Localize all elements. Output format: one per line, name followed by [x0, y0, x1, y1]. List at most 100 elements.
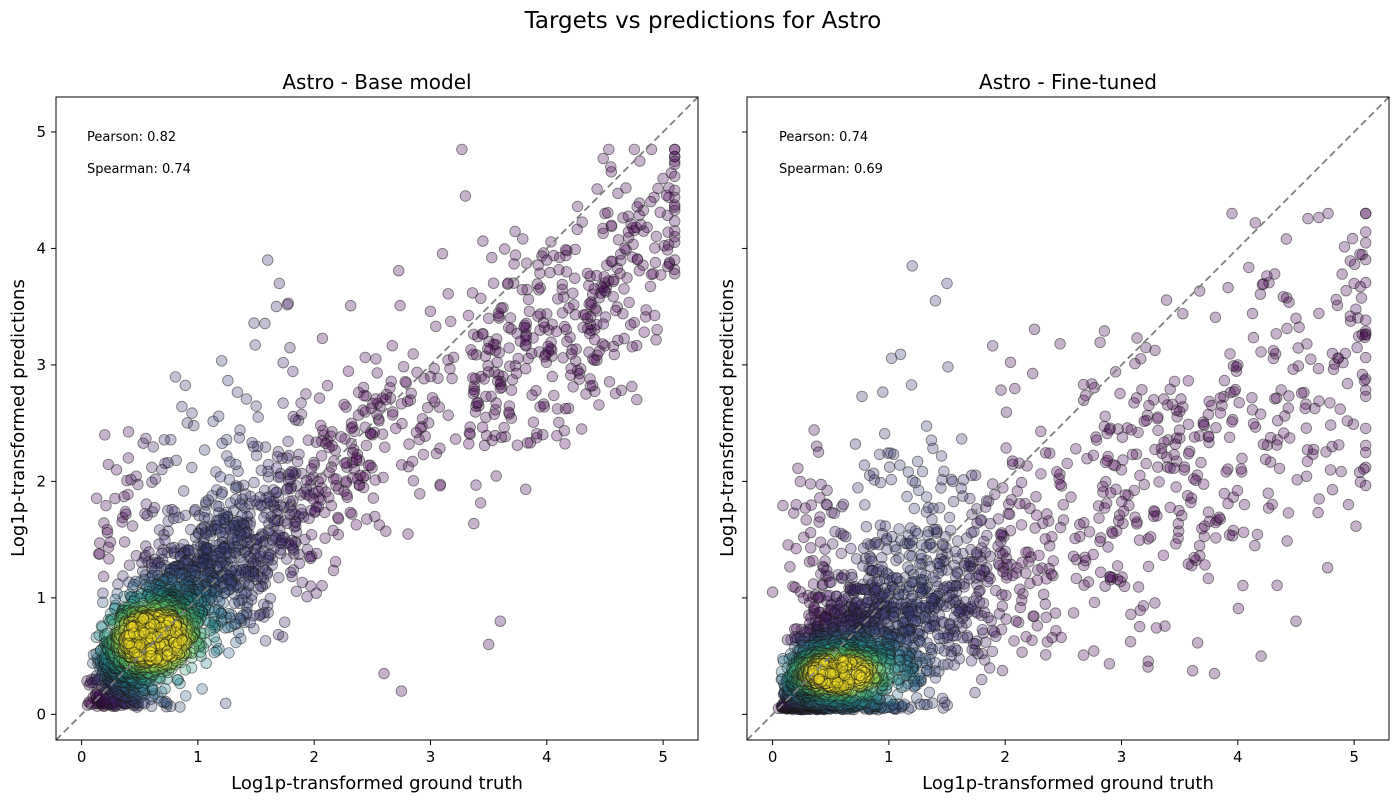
data-point [625, 319, 637, 331]
data-point [941, 277, 953, 290]
data-point [1134, 469, 1146, 482]
data-point [523, 305, 536, 318]
data-point [1069, 532, 1081, 545]
data-point [520, 483, 532, 496]
data-point [198, 511, 211, 524]
data-point [649, 242, 661, 254]
data-point [1273, 462, 1286, 475]
data-point [1149, 597, 1161, 609]
data-point [649, 309, 661, 322]
data-point [130, 470, 142, 482]
data-point [987, 340, 999, 352]
data-point [1300, 398, 1312, 410]
data-point [1175, 393, 1187, 405]
data-point [371, 367, 383, 379]
data-point [593, 399, 605, 411]
data-point [122, 426, 135, 438]
data-point [615, 248, 627, 260]
data-point [587, 353, 599, 365]
data-point [212, 410, 225, 422]
data-point [1131, 518, 1143, 530]
data-point [1208, 667, 1221, 680]
data-point [281, 299, 294, 311]
data-point [258, 598, 270, 611]
data-point [1359, 422, 1372, 435]
data-point [488, 408, 501, 420]
scatter-points [81, 143, 681, 713]
data-point [1077, 378, 1090, 391]
data-point [1321, 562, 1334, 574]
data-point [1202, 572, 1215, 585]
data-point [521, 283, 533, 296]
data-point [1261, 439, 1274, 451]
data-point [906, 260, 918, 272]
data-point [658, 239, 671, 252]
data-point [578, 309, 590, 321]
data-point [1015, 519, 1028, 531]
data-point [1099, 456, 1112, 469]
data-point [140, 432, 152, 445]
data-point [1159, 620, 1171, 632]
data-point [1039, 598, 1052, 610]
data-point [1170, 404, 1183, 417]
data-point [97, 596, 109, 609]
data-point [1282, 507, 1295, 519]
data-point [1119, 489, 1132, 501]
data-point [109, 593, 122, 606]
data-point [284, 342, 296, 354]
data-point [1327, 363, 1340, 376]
data-point [181, 417, 194, 429]
y-axis-label: Log1p-transformed predictions [8, 279, 29, 557]
data-point [1053, 473, 1065, 485]
data-point [566, 343, 578, 356]
data-point [339, 457, 351, 470]
data-point [1222, 498, 1234, 510]
data-point [213, 500, 225, 513]
data-point [445, 315, 457, 328]
data-point [650, 230, 663, 243]
data-point [1061, 457, 1073, 470]
data-point [506, 374, 519, 386]
data-point [660, 189, 673, 202]
data-point [601, 259, 613, 272]
data-point [1199, 559, 1211, 571]
data-point [1246, 404, 1259, 416]
data-point [1041, 636, 1054, 648]
data-point [1111, 560, 1124, 572]
data-point [386, 340, 399, 352]
data-point [1070, 443, 1082, 455]
data-point [1094, 535, 1106, 548]
data-point [805, 499, 818, 511]
data-point [1008, 635, 1020, 647]
data-point [633, 265, 646, 277]
data-point [612, 187, 624, 200]
data-point [1313, 307, 1325, 320]
x-tick-label: 5 [658, 748, 668, 766]
data-point [1246, 392, 1258, 404]
data-point [456, 143, 468, 156]
data-point [503, 321, 515, 334]
data-point [1231, 484, 1244, 497]
data-point [417, 448, 430, 461]
data-point [101, 527, 114, 539]
data-point [1254, 288, 1267, 300]
data-point [468, 328, 480, 341]
data-point [1283, 390, 1295, 402]
data-point [631, 201, 643, 213]
data-point [1142, 661, 1154, 673]
data-point [100, 499, 112, 512]
data-point [153, 524, 166, 536]
data-point [483, 335, 495, 348]
data-point [1223, 529, 1236, 541]
data-point [990, 584, 1002, 597]
data-point [416, 413, 429, 425]
data-point [520, 363, 532, 375]
data-point [1269, 393, 1281, 405]
data-point [581, 267, 594, 280]
data-point [1152, 424, 1164, 437]
data-point [1262, 487, 1274, 499]
data-point [1093, 512, 1105, 524]
data-point [344, 506, 357, 519]
data-point [1223, 431, 1236, 444]
data-point [222, 374, 234, 387]
